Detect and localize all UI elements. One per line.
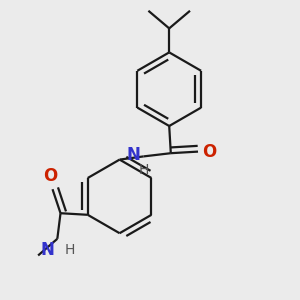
Text: H: H [64,243,75,257]
Text: O: O [43,167,57,185]
Text: N: N [41,242,55,260]
Text: H: H [139,164,149,177]
Text: O: O [202,142,216,160]
Text: N: N [127,146,140,164]
